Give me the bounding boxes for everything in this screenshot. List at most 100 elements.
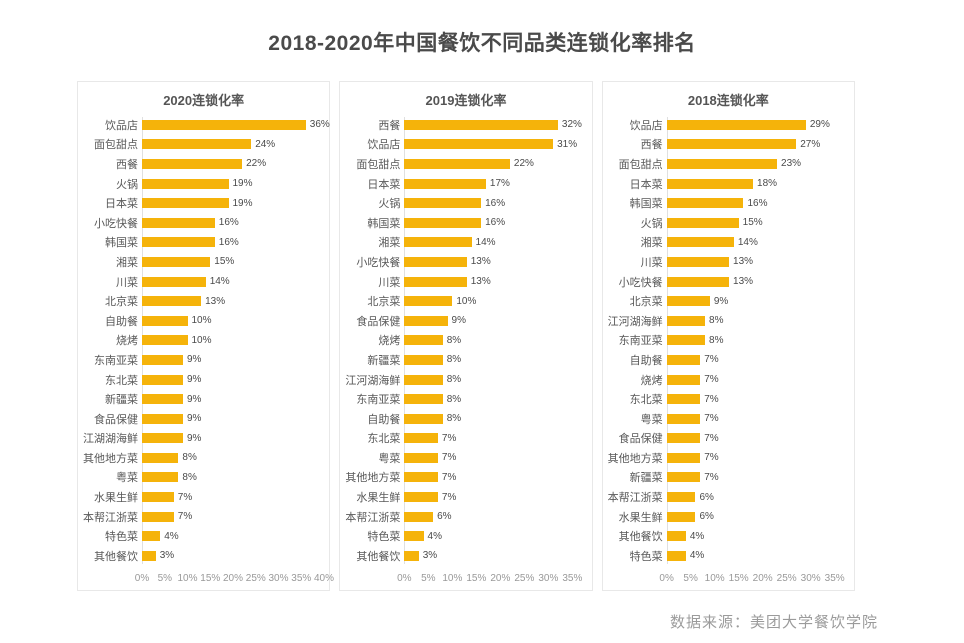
value-label: 13% [205,295,226,307]
value-label: 8% [446,413,462,425]
bar-row: 食品保健 7% [603,429,854,449]
bar [404,550,419,561]
bar-row: 江河湖海鲜 8% [603,311,854,331]
bar-track: 14% [142,272,329,292]
x-tick-label: 25% [514,572,535,584]
category-label: 水果生鲜 [618,511,663,524]
bar [404,433,438,444]
category-label: 东南亚菜 [356,394,401,407]
bar [404,217,482,228]
x-tick-label: 35% [291,572,312,584]
category-label: 江湖湖海鲜 [83,433,138,446]
category-label: 面包甜点 [356,158,401,171]
bar [666,217,739,228]
value-label: 7% [441,471,457,483]
value-label: 4% [689,550,705,562]
bar [404,472,438,483]
bar-row: 东北菜 7% [603,389,854,409]
x-tick-label: 10% [704,572,725,584]
category-label: 烧烤 [116,335,138,348]
bar [666,119,806,130]
bar-row: 火锅 19% [78,174,329,194]
value-label: 3% [422,550,438,562]
bar [142,158,243,169]
bar [666,550,686,561]
bar-track: 10% [142,331,329,351]
bar [142,276,206,287]
category-label: 川菜 [378,276,401,289]
x-tick-label: 0% [659,572,674,584]
bar-track: 9% [404,311,591,331]
category-label: 饮品店 [629,119,663,132]
bar [404,354,443,365]
bar-track: 13% [404,252,591,272]
value-label: 13% [470,256,491,268]
bar-row: 新疆菜 7% [603,468,854,488]
bar [666,315,706,326]
value-label: 7% [441,432,457,444]
bar [142,237,215,248]
bar-track: 13% [666,252,854,272]
bar [142,433,183,444]
category-label: 自助餐 [367,413,401,426]
bar-track: 8% [142,468,329,488]
bar-row: 东南亚菜 9% [78,350,329,370]
bar [142,335,188,346]
bar-row: 粤菜 7% [340,448,591,468]
bar-row: 饮品店 31% [340,135,591,155]
category-label: 西餐 [378,119,401,132]
bar-track: 10% [404,291,591,311]
category-label: 本帮江浙菜 [607,492,663,505]
category-label: 韩国菜 [629,198,663,211]
category-label: 特色菜 [367,531,401,544]
bar-track: 7% [666,409,854,429]
bar-track: 13% [404,272,591,292]
bar-row: 特色菜 4% [78,526,329,546]
bar-track: 9% [142,409,329,429]
value-label: 7% [704,471,719,483]
category-label: 湘菜 [378,237,401,250]
value-label: 10% [456,295,477,307]
bar-row: 西餐 27% [603,135,854,155]
bar-track: 7% [666,389,854,409]
bar-row: 湘菜 14% [340,233,591,253]
bar-track: 4% [666,546,854,566]
category-label: 粤菜 [116,472,138,485]
category-label: 本帮江浙菜 [83,511,138,524]
category-label: 日本菜 [367,178,401,191]
category-label: 小吃快餐 [94,217,138,230]
category-label: 其他地方菜 [345,472,401,485]
category-label: 特色菜 [105,531,138,544]
bar-track: 16% [404,193,591,213]
value-label: 7% [441,491,457,503]
value-label: 4% [427,530,442,542]
bar-track: 9% [142,350,329,370]
bar-row: 东南亚菜 8% [603,331,854,351]
category-label: 东南亚菜 [618,335,663,348]
bar-row: 小吃快餐 16% [78,213,329,233]
value-label: 18% [757,178,778,190]
bar-row: 东北菜 9% [78,370,329,390]
bar-track: 7% [666,448,854,468]
category-label: 小吃快餐 [356,256,401,269]
value-label: 29% [809,119,830,131]
bar [666,531,686,542]
bar-row: 本帮江浙菜 6% [340,507,591,527]
bar-row: 西餐 32% [340,115,591,135]
panel-title-2020: 2020连锁化率 [163,93,245,108]
value-label: 8% [446,334,462,346]
panel-title-2019: 2019连锁化率 [425,93,507,108]
bar [404,276,467,287]
bar-track: 7% [666,350,854,370]
category-label: 水果生鲜 [356,492,401,505]
bar-row: 本帮江浙菜 7% [78,507,329,527]
bar [666,139,797,150]
bar-track: 8% [666,331,854,351]
bar [666,256,730,267]
category-label: 韩国菜 [367,217,401,230]
bar-track: 8% [142,448,329,468]
bar-row: 其他餐饮 4% [603,526,854,546]
value-label: 10% [191,315,212,327]
bar-track: 16% [142,233,329,253]
bar [404,511,434,522]
